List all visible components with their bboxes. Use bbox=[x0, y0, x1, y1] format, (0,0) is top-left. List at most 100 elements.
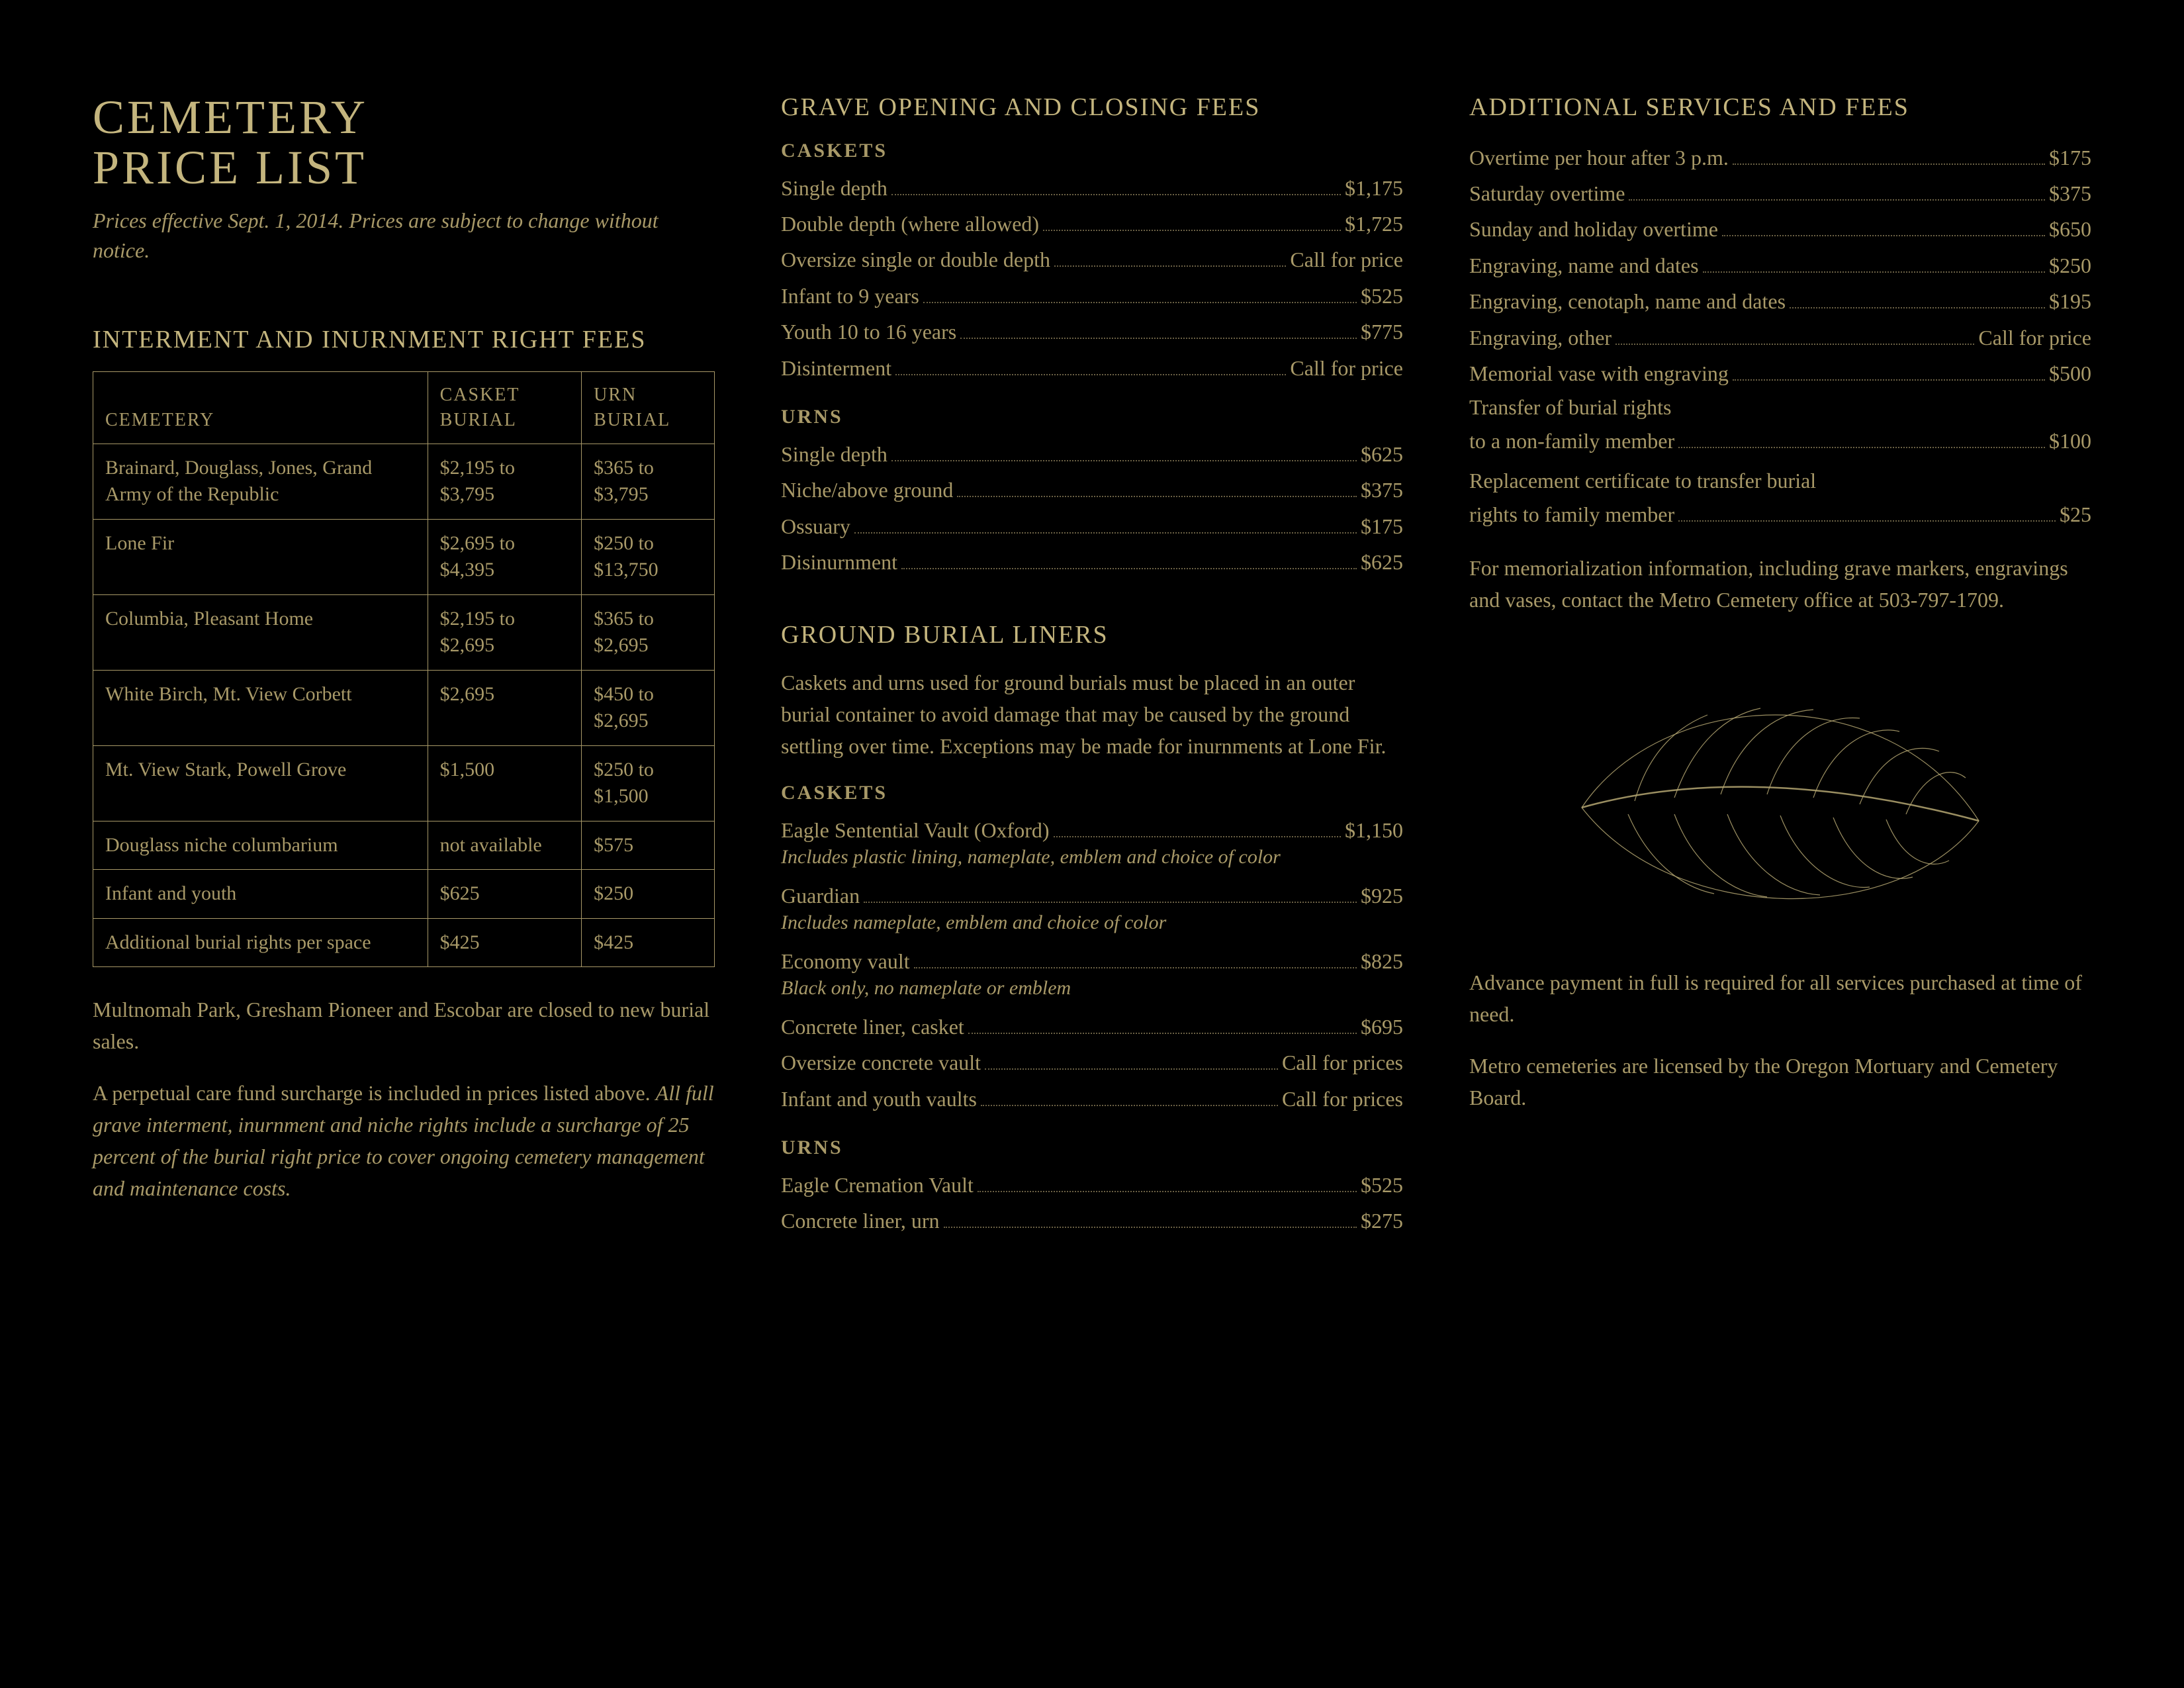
price-value: $925 bbox=[1361, 878, 1403, 914]
cell-casket: $625 bbox=[428, 870, 581, 919]
leader-dots bbox=[1733, 164, 2045, 165]
price-line: Sunday and holiday overtime $650 bbox=[1469, 211, 2091, 247]
price-label: Infant and youth vaults bbox=[781, 1081, 977, 1117]
price-value: $1,725 bbox=[1345, 206, 1403, 242]
leader-dots bbox=[1678, 520, 2056, 522]
price-line: Eagle Cremation Vault $525 bbox=[781, 1167, 1403, 1203]
price-sub: Includes nameplate, emblem and choice of… bbox=[781, 910, 1403, 937]
price-value: $525 bbox=[1361, 278, 1403, 314]
caskets-subtitle: CASKETS bbox=[781, 140, 1403, 162]
price-value: $175 bbox=[2049, 140, 2091, 175]
cell-casket: $1,500 bbox=[428, 745, 581, 821]
column-2: GRAVE OPENING AND CLOSING FEES CASKETS S… bbox=[781, 93, 1403, 1595]
price-value: $625 bbox=[1361, 436, 1403, 472]
price-label: Overtime per hour after 3 p.m. bbox=[1469, 140, 1729, 175]
leaf-illustration bbox=[1542, 649, 2019, 927]
cell-cemetery: Brainard, Douglass, Jones, Grand Army of… bbox=[93, 444, 428, 519]
price-value: $825 bbox=[1361, 943, 1403, 979]
title-line-2: PRICE LIST bbox=[93, 141, 367, 194]
price-value: $625 bbox=[1361, 544, 1403, 580]
leader-dots bbox=[891, 460, 1357, 461]
advance-payment-note: Advance payment in full is required for … bbox=[1469, 966, 2091, 1030]
liner-caskets-list: Eagle Sentential Vault (Oxford) $1,150 I… bbox=[781, 812, 1403, 1117]
price-item: Guardian $925 Includes nameplate, emblem… bbox=[781, 878, 1403, 937]
title-line-1: CEMETERY bbox=[93, 91, 368, 144]
price-value: Call for price bbox=[1290, 242, 1403, 277]
price-label: Eagle Sentential Vault (Oxford) bbox=[781, 812, 1050, 848]
price-value: $100 bbox=[2049, 423, 2091, 459]
leader-dots bbox=[1678, 447, 2045, 448]
liner-urns-subtitle: URNS bbox=[781, 1137, 1403, 1159]
price-value: $1,175 bbox=[1345, 170, 1403, 206]
leader-dots bbox=[968, 1033, 1357, 1034]
price-label: Infant to 9 years bbox=[781, 278, 919, 314]
leader-dots bbox=[1722, 235, 2045, 236]
price-value: Call for prices bbox=[1282, 1045, 1403, 1080]
price-value: $175 bbox=[1361, 508, 1403, 544]
price-value: Call for prices bbox=[1282, 1081, 1403, 1117]
effective-note: Prices effective Sept. 1, 2014. Prices a… bbox=[93, 206, 715, 265]
cell-urn: $250 to $13,750 bbox=[582, 519, 715, 594]
price-label: Single depth bbox=[781, 170, 887, 206]
surcharge-plain: A perpetual care fund surcharge is inclu… bbox=[93, 1081, 656, 1105]
cell-cemetery: Lone Fir bbox=[93, 519, 428, 594]
price-item: Concrete liner, casket $695 bbox=[781, 1009, 1403, 1045]
cell-casket: $2,195 to $2,695 bbox=[428, 594, 581, 670]
leader-dots bbox=[985, 1068, 1278, 1070]
cell-cemetery: Infant and youth bbox=[93, 870, 428, 919]
liners-title: GROUND BURIAL LINERS bbox=[781, 620, 1403, 651]
caskets-list: Single depth $1,175 Double depth (where … bbox=[781, 170, 1403, 386]
price-value: $375 bbox=[1361, 472, 1403, 508]
price-label: Engraving, cenotaph, name and dates bbox=[1469, 283, 1786, 319]
replacement-line1: Replacement certificate to transfer buri… bbox=[1469, 465, 2091, 496]
price-label: Double depth (where allowed) bbox=[781, 206, 1039, 242]
price-label: Sunday and holiday overtime bbox=[1469, 211, 1718, 247]
price-sub: Includes plastic lining, nameplate, embl… bbox=[781, 844, 1403, 871]
leader-dots bbox=[978, 1191, 1357, 1192]
leader-dots bbox=[1043, 230, 1341, 231]
cell-urn: $365 to $3,795 bbox=[582, 444, 715, 519]
th-cemetery: CEMETERY bbox=[93, 372, 428, 444]
price-value: $525 bbox=[1361, 1167, 1403, 1203]
leader-dots bbox=[1703, 271, 2045, 273]
cell-urn: $575 bbox=[582, 821, 715, 870]
price-label: Single depth bbox=[781, 436, 887, 472]
cell-cemetery: Additional burial rights per space bbox=[93, 918, 428, 967]
price-line: Engraving, name and dates $250 bbox=[1469, 248, 2091, 283]
price-line: Saturday overtime $375 bbox=[1469, 175, 2091, 211]
table-row: Lone Fir $2,695 to $4,395 $250 to $13,75… bbox=[93, 519, 715, 594]
leader-dots bbox=[1054, 836, 1341, 837]
replacement-line2: rights to family member bbox=[1469, 496, 1674, 532]
price-line: Double depth (where allowed) $1,725 bbox=[781, 206, 1403, 242]
cell-casket: $2,195 to $3,795 bbox=[428, 444, 581, 519]
price-label: Niche/above ground bbox=[781, 472, 953, 508]
price-label: Engraving, name and dates bbox=[1469, 248, 1699, 283]
price-label: Economy vault bbox=[781, 943, 910, 979]
additional-list: Overtime per hour after 3 p.m. $175 Satu… bbox=[1469, 140, 2091, 392]
cell-urn: $425 bbox=[582, 918, 715, 967]
page-title: CEMETERY PRICE LIST bbox=[93, 93, 715, 193]
cell-casket: $2,695 to $4,395 bbox=[428, 519, 581, 594]
price-value: Call for price bbox=[1978, 320, 2091, 355]
cell-casket: $2,695 bbox=[428, 670, 581, 745]
price-line: Engraving, cenotaph, name and dates $195 bbox=[1469, 283, 2091, 319]
table-row: Mt. View Stark, Powell Grove $1,500 $250… bbox=[93, 745, 715, 821]
liner-urns-list: Eagle Cremation Vault $525 Concrete line… bbox=[781, 1167, 1403, 1239]
leader-dots bbox=[914, 967, 1357, 968]
cell-cemetery: White Birch, Mt. View Corbett bbox=[93, 670, 428, 745]
price-label: Oversize concrete vault bbox=[781, 1045, 981, 1080]
cell-urn: $250 to $1,500 bbox=[582, 745, 715, 821]
price-line: Engraving, other Call for price bbox=[1469, 320, 2091, 355]
price-line: Youth 10 to 16 years $775 bbox=[781, 314, 1403, 350]
price-line: rights to family member $25 bbox=[1469, 496, 2091, 532]
price-line: Single depth $625 bbox=[781, 436, 1403, 472]
cell-casket: not available bbox=[428, 821, 581, 870]
cell-cemetery: Douglass niche columbarium bbox=[93, 821, 428, 870]
leader-dots bbox=[960, 338, 1357, 339]
memorialization-note: For memorialization information, includi… bbox=[1469, 552, 2091, 616]
additional-fees-title: ADDITIONAL SERVICES AND FEES bbox=[1469, 93, 2091, 123]
price-value: $375 bbox=[2049, 175, 2091, 211]
transfer-line2: to a non-family member bbox=[1469, 423, 1674, 459]
price-value: $775 bbox=[1361, 314, 1403, 350]
leader-dots bbox=[1733, 379, 2045, 381]
